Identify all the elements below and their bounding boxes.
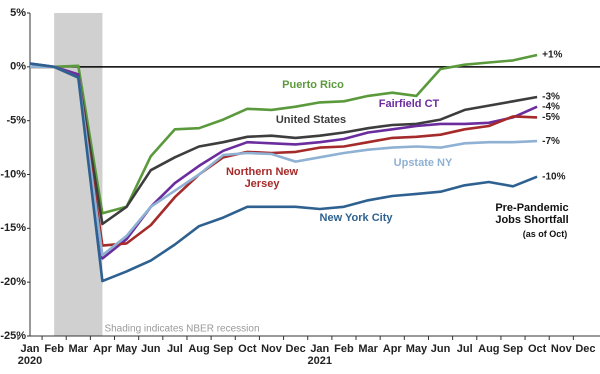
x-tick-label: Oct [238, 343, 257, 355]
annotation-note: (as of Oct) [522, 229, 568, 239]
y-tick-label: -15% [0, 222, 26, 234]
series-name: Fairfield CT [378, 98, 440, 110]
end-label: -4% [542, 101, 560, 112]
y-tick-label: -20% [0, 276, 26, 288]
series-name: New York City [319, 212, 393, 224]
x-tick-label: May [116, 343, 138, 355]
x-tick-label: Aug [188, 343, 209, 355]
year-label: 2020 [18, 355, 42, 367]
x-tick-label: Aug [478, 343, 499, 355]
x-tick-label: Jun [141, 343, 161, 355]
end-label: -7% [542, 136, 560, 147]
x-tick-label: Dec [286, 343, 306, 355]
series-line [30, 65, 538, 247]
series-line [29, 62, 538, 260]
x-tick-label: Sep [503, 343, 523, 355]
shading-note: Shading indicates NBER recession [104, 324, 259, 335]
x-tick-label: Jul [457, 343, 473, 355]
x-tick-label: Sep [213, 343, 233, 355]
year-label: 2021 [308, 355, 332, 367]
series-name: Northern New Jersey [225, 166, 299, 190]
x-tick-label: Jul [167, 343, 183, 355]
end-label: +1% [542, 50, 562, 61]
x-tick-label: Jan [310, 343, 329, 355]
y-tick-label: -5% [6, 115, 26, 127]
end-label: -3% [542, 92, 560, 103]
x-tick-label: Apr [383, 343, 403, 355]
y-tick-label: 0% [10, 61, 26, 73]
x-tick-label: Feb [334, 343, 354, 355]
y-tick-label: 5% [10, 7, 26, 19]
series-name: United States [275, 114, 347, 126]
x-tick-label: Mar [69, 343, 89, 355]
x-tick-label: Oct [528, 343, 547, 355]
x-tick-label: Mar [358, 343, 378, 355]
x-tick-label: Feb [44, 343, 64, 355]
annotation: Pre-Pandemic Jobs Shortfall [495, 202, 569, 226]
end-label: -10% [542, 171, 565, 182]
x-tick-label: Nov [261, 343, 283, 355]
y-tick-label: -25% [0, 330, 26, 342]
x-tick-label: Jan [21, 343, 40, 355]
x-tick-label: May [406, 343, 428, 355]
series-line [29, 62, 538, 283]
y-tick-label: -10% [0, 168, 26, 180]
x-tick-label: Dec [575, 343, 595, 355]
x-tick-label: Apr [93, 343, 113, 355]
series-line [30, 65, 538, 226]
series-name: Puerto Rico [282, 79, 344, 91]
series-line [30, 53, 538, 215]
end-label: -5% [542, 112, 560, 123]
x-tick-label: Jun [431, 343, 451, 355]
series-name: Upstate NY [393, 157, 453, 169]
x-tick-label: Nov [551, 343, 573, 355]
series-line [30, 65, 538, 257]
